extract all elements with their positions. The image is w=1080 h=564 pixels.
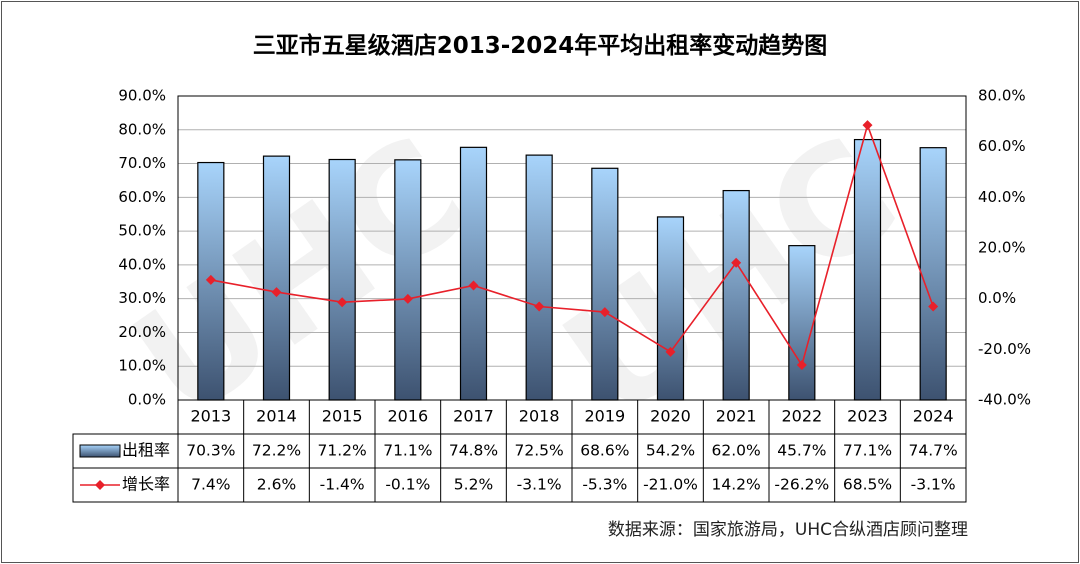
y-left-tick-label: 70.0%	[118, 154, 166, 172]
bar-2024	[919, 147, 947, 401]
source-note: 数据来源：国家旅游局，UHC合纵酒店顾问整理	[607, 520, 968, 540]
bar-2015	[328, 158, 356, 401]
x-tick-label: 2016	[387, 407, 428, 426]
bar-2016	[394, 159, 422, 401]
growth-point-2017	[468, 280, 479, 291]
x-tick-label: 2017	[453, 407, 494, 426]
bar-2022	[788, 245, 816, 401]
table-cell-growth: 2.6%	[257, 476, 296, 494]
growth-point-2013	[205, 274, 216, 285]
table-cell-occupancy: 77.1%	[843, 442, 892, 460]
y-right-tick-label: -40.0%	[978, 391, 1031, 409]
x-tick-label: 2019	[584, 407, 625, 426]
y-right-tick-label: -20.0%	[978, 340, 1031, 358]
table-cell-growth: -21.0%	[643, 476, 698, 494]
x-tick-label: 2022	[781, 407, 822, 426]
y-right-tick-label: 20.0%	[978, 239, 1026, 257]
y-left-tick-label: 0.0%	[128, 391, 166, 409]
x-tick-label: 2020	[650, 407, 691, 426]
chart-title: 三亚市五星级酒店2013-2024年平均出租率变动趋势图	[252, 33, 828, 59]
growth-point-2014	[271, 287, 282, 298]
bar-2017	[459, 146, 488, 401]
table-cell-occupancy: 71.1%	[383, 442, 432, 460]
table-cell-occupancy: 68.6%	[580, 442, 629, 460]
y-left-tick-label: 40.0%	[118, 255, 166, 273]
x-tick-label: 2021	[716, 407, 757, 426]
table-cell-growth: -1.4%	[320, 476, 365, 494]
table-cell-growth: -3.1%	[517, 476, 562, 494]
growth-point-2021	[731, 257, 742, 268]
legend-key-marker	[95, 480, 105, 490]
table-cell-occupancy: 62.0%	[712, 442, 761, 460]
growth-point-2024	[928, 301, 939, 312]
x-tick-label: 2013	[190, 407, 231, 426]
table-cell-growth: 5.2%	[454, 476, 493, 494]
table-cell-occupancy: 71.2%	[318, 442, 367, 460]
table-cell-growth: 68.5%	[843, 476, 892, 494]
y-left-tick-label: 50.0%	[118, 222, 166, 240]
table-cell-occupancy: 70.3%	[186, 442, 235, 460]
table-cell-growth: -26.2%	[774, 476, 829, 494]
growth-point-2016	[402, 293, 413, 304]
x-tick-label: 2024	[913, 407, 954, 426]
legend-label-line: 增长率	[122, 475, 170, 494]
y-left-tick-label: 60.0%	[118, 188, 166, 206]
table-cell-occupancy: 72.2%	[252, 442, 301, 460]
x-tick-label: 2015	[322, 407, 363, 426]
x-tick-label: 2018	[519, 407, 560, 426]
table-cell-growth: -0.1%	[385, 476, 430, 494]
growth-point-2015	[337, 297, 348, 308]
bar-2020	[656, 216, 685, 401]
bar-2018	[525, 154, 553, 401]
legend-key-bars	[79, 444, 121, 458]
bar-2023	[853, 138, 882, 401]
legend-label-bars: 出租率	[122, 441, 170, 460]
table-cell-growth: 14.2%	[712, 476, 761, 494]
y-left-tick-label: 30.0%	[118, 289, 166, 307]
bar-2019	[591, 167, 619, 401]
y-right-tick-label: 80.0%	[978, 87, 1026, 105]
table-cell-growth: -5.3%	[582, 476, 627, 494]
table-cell-growth: 7.4%	[191, 476, 230, 494]
y-left-tick-label: 10.0%	[118, 357, 166, 375]
bar-2014	[262, 155, 291, 401]
growth-point-2019	[599, 307, 610, 318]
growth-point-2023	[862, 120, 873, 131]
table-cell-occupancy: 74.8%	[449, 442, 498, 460]
y-right-tick-label: 40.0%	[978, 188, 1026, 206]
growth-line	[210, 122, 934, 367]
y-right-tick-label: 60.0%	[978, 137, 1026, 155]
y-left-tick-label: 20.0%	[118, 323, 166, 341]
growth-point-2022	[796, 360, 807, 371]
y-right-tick-label: 0.0%	[978, 289, 1016, 307]
y-left-tick-label: 80.0%	[118, 120, 166, 138]
x-tick-label: 2023	[847, 407, 888, 426]
growth-point-2018	[534, 301, 545, 312]
table-cell-growth: -3.1%	[911, 476, 956, 494]
bar-2021	[722, 189, 750, 401]
table-cell-occupancy: 45.7%	[777, 442, 826, 460]
table-cell-occupancy: 72.5%	[515, 442, 564, 460]
growth-point-2020	[665, 346, 676, 357]
table-cell-occupancy: 74.7%	[909, 442, 958, 460]
x-tick-label: 2014	[256, 407, 297, 426]
y-left-tick-label: 90.0%	[118, 87, 166, 105]
table-cell-occupancy: 54.2%	[646, 442, 695, 460]
